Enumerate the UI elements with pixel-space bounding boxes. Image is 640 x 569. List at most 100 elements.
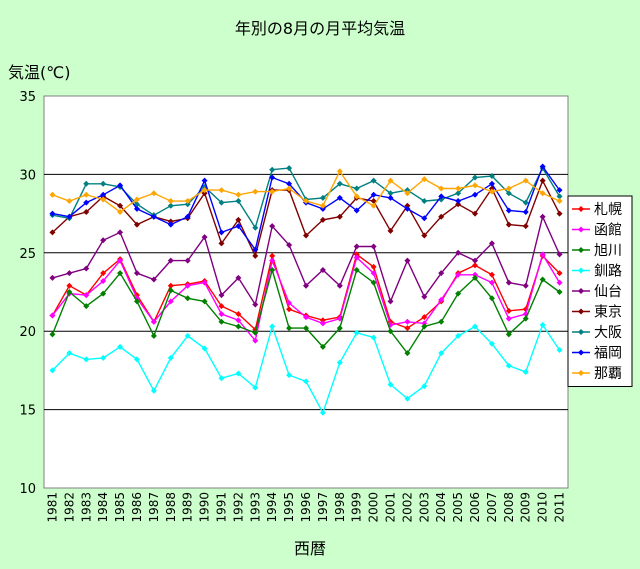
data-point bbox=[167, 257, 174, 264]
data-point bbox=[319, 216, 326, 223]
legend-label: 仙台 bbox=[594, 284, 622, 300]
data-point bbox=[100, 278, 107, 285]
data-point bbox=[117, 182, 124, 189]
data-point bbox=[167, 354, 174, 361]
data-point bbox=[438, 318, 445, 325]
x-tick-label: 1986 bbox=[130, 492, 144, 523]
x-tick-label: 1994 bbox=[265, 492, 279, 523]
legend-label: 那覇 bbox=[594, 366, 622, 382]
data-point bbox=[117, 229, 124, 236]
data-point bbox=[387, 190, 394, 197]
legend-label: 東京 bbox=[594, 305, 622, 321]
data-point bbox=[319, 343, 326, 350]
data-point bbox=[336, 315, 343, 322]
x-tick-label: 1988 bbox=[164, 492, 178, 523]
data-point bbox=[184, 198, 191, 205]
data-point bbox=[556, 198, 563, 205]
data-point bbox=[421, 323, 428, 330]
data-point bbox=[505, 190, 512, 197]
data-point bbox=[539, 251, 546, 258]
data-point bbox=[49, 367, 56, 374]
x-tick-label: 1991 bbox=[214, 492, 228, 523]
data-point bbox=[218, 318, 225, 325]
data-point bbox=[438, 193, 445, 200]
data-point bbox=[522, 282, 529, 289]
data-point bbox=[319, 267, 326, 274]
data-point bbox=[235, 223, 242, 230]
data-point bbox=[218, 240, 225, 247]
data-point bbox=[370, 202, 377, 209]
data-point bbox=[421, 320, 428, 327]
data-point bbox=[269, 267, 276, 274]
data-point bbox=[49, 210, 56, 217]
data-point bbox=[252, 329, 259, 336]
data-point bbox=[117, 257, 124, 264]
x-tick-label: 2001 bbox=[384, 492, 398, 523]
data-point bbox=[488, 340, 495, 347]
data-point bbox=[252, 252, 259, 259]
data-point bbox=[252, 337, 259, 344]
legend-label: 札幌 bbox=[594, 202, 622, 218]
y-tick-label: 20 bbox=[19, 325, 36, 340]
data-point bbox=[438, 270, 445, 277]
data-point bbox=[421, 314, 428, 321]
data-point bbox=[421, 232, 428, 239]
data-point bbox=[522, 368, 529, 375]
data-point bbox=[252, 224, 259, 231]
data-point bbox=[235, 310, 242, 317]
data-point bbox=[286, 180, 293, 187]
data-point bbox=[505, 307, 512, 314]
data-point bbox=[353, 185, 360, 192]
data-point bbox=[370, 263, 377, 270]
data-point bbox=[353, 267, 360, 274]
data-point bbox=[353, 329, 360, 336]
data-point bbox=[455, 201, 462, 208]
data-point bbox=[303, 232, 309, 239]
legend-item: 旭川 bbox=[572, 243, 622, 259]
data-point bbox=[100, 270, 107, 277]
data-point bbox=[235, 370, 242, 377]
y-tick-label: 25 bbox=[19, 247, 36, 262]
data-point bbox=[252, 384, 259, 391]
data-point bbox=[353, 243, 360, 250]
data-point bbox=[66, 213, 73, 220]
data-point bbox=[100, 180, 107, 187]
data-point bbox=[100, 237, 107, 244]
data-point bbox=[184, 295, 191, 302]
data-point bbox=[404, 325, 411, 332]
data-point bbox=[319, 194, 326, 201]
data-point bbox=[404, 350, 411, 357]
data-point bbox=[488, 271, 495, 278]
data-point bbox=[218, 187, 225, 194]
data-point bbox=[539, 321, 546, 328]
data-point bbox=[269, 188, 276, 195]
data-point bbox=[539, 190, 546, 197]
y-tick-label: 30 bbox=[19, 168, 36, 183]
data-point bbox=[83, 209, 90, 216]
data-point bbox=[218, 292, 225, 299]
data-point bbox=[269, 252, 276, 259]
data-point bbox=[303, 378, 309, 385]
data-point bbox=[472, 257, 479, 264]
data-point bbox=[556, 193, 563, 200]
x-tick-label: 2006 bbox=[468, 492, 482, 523]
data-point bbox=[438, 213, 445, 220]
data-point bbox=[269, 174, 276, 181]
data-point bbox=[522, 177, 529, 184]
data-point bbox=[201, 187, 208, 194]
data-point bbox=[455, 290, 462, 297]
data-point bbox=[150, 332, 157, 339]
plot-area bbox=[43, 95, 569, 489]
data-point bbox=[472, 210, 479, 217]
x-tick-label: 1985 bbox=[113, 492, 127, 523]
data-point bbox=[286, 165, 293, 172]
x-tick-label: 2005 bbox=[451, 492, 465, 523]
x-axis-label: 西暦 bbox=[294, 539, 326, 558]
data-point bbox=[133, 298, 140, 305]
data-point bbox=[83, 303, 90, 310]
data-point bbox=[438, 185, 445, 192]
data-point bbox=[218, 310, 225, 317]
data-point bbox=[472, 323, 479, 330]
data-point bbox=[235, 323, 242, 330]
legend-label: 福岡 bbox=[594, 346, 622, 362]
